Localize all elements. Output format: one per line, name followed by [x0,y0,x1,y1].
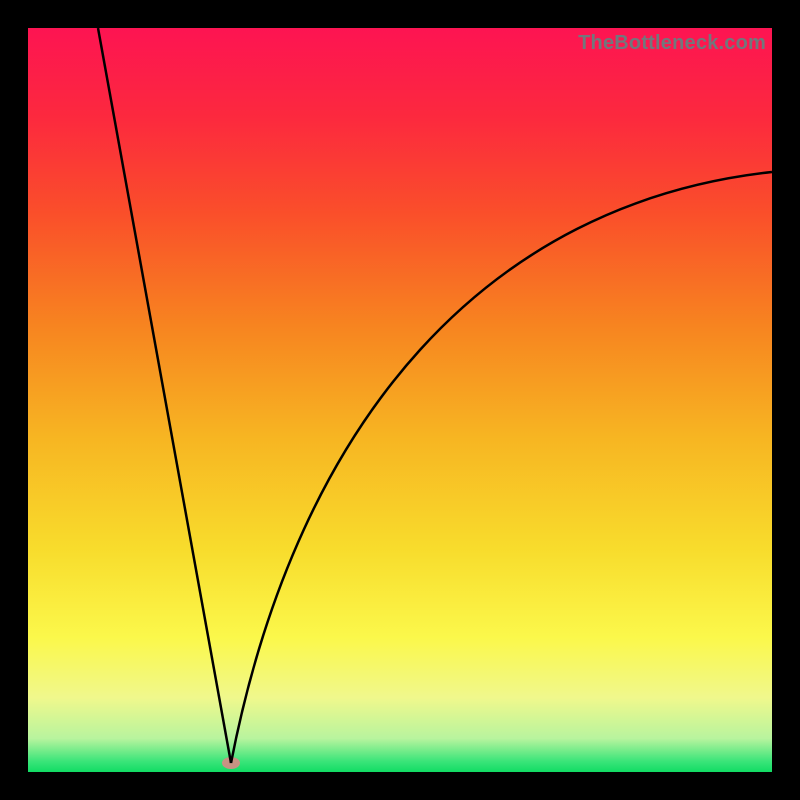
watermark: TheBottleneck.com [578,32,766,55]
curve-left-branch [98,28,231,763]
chart-frame: TheBottleneck.com [0,0,800,800]
plot-area: TheBottleneck.com [28,28,772,772]
curve-right-branch [231,172,772,763]
bottleneck-curve [28,28,772,772]
